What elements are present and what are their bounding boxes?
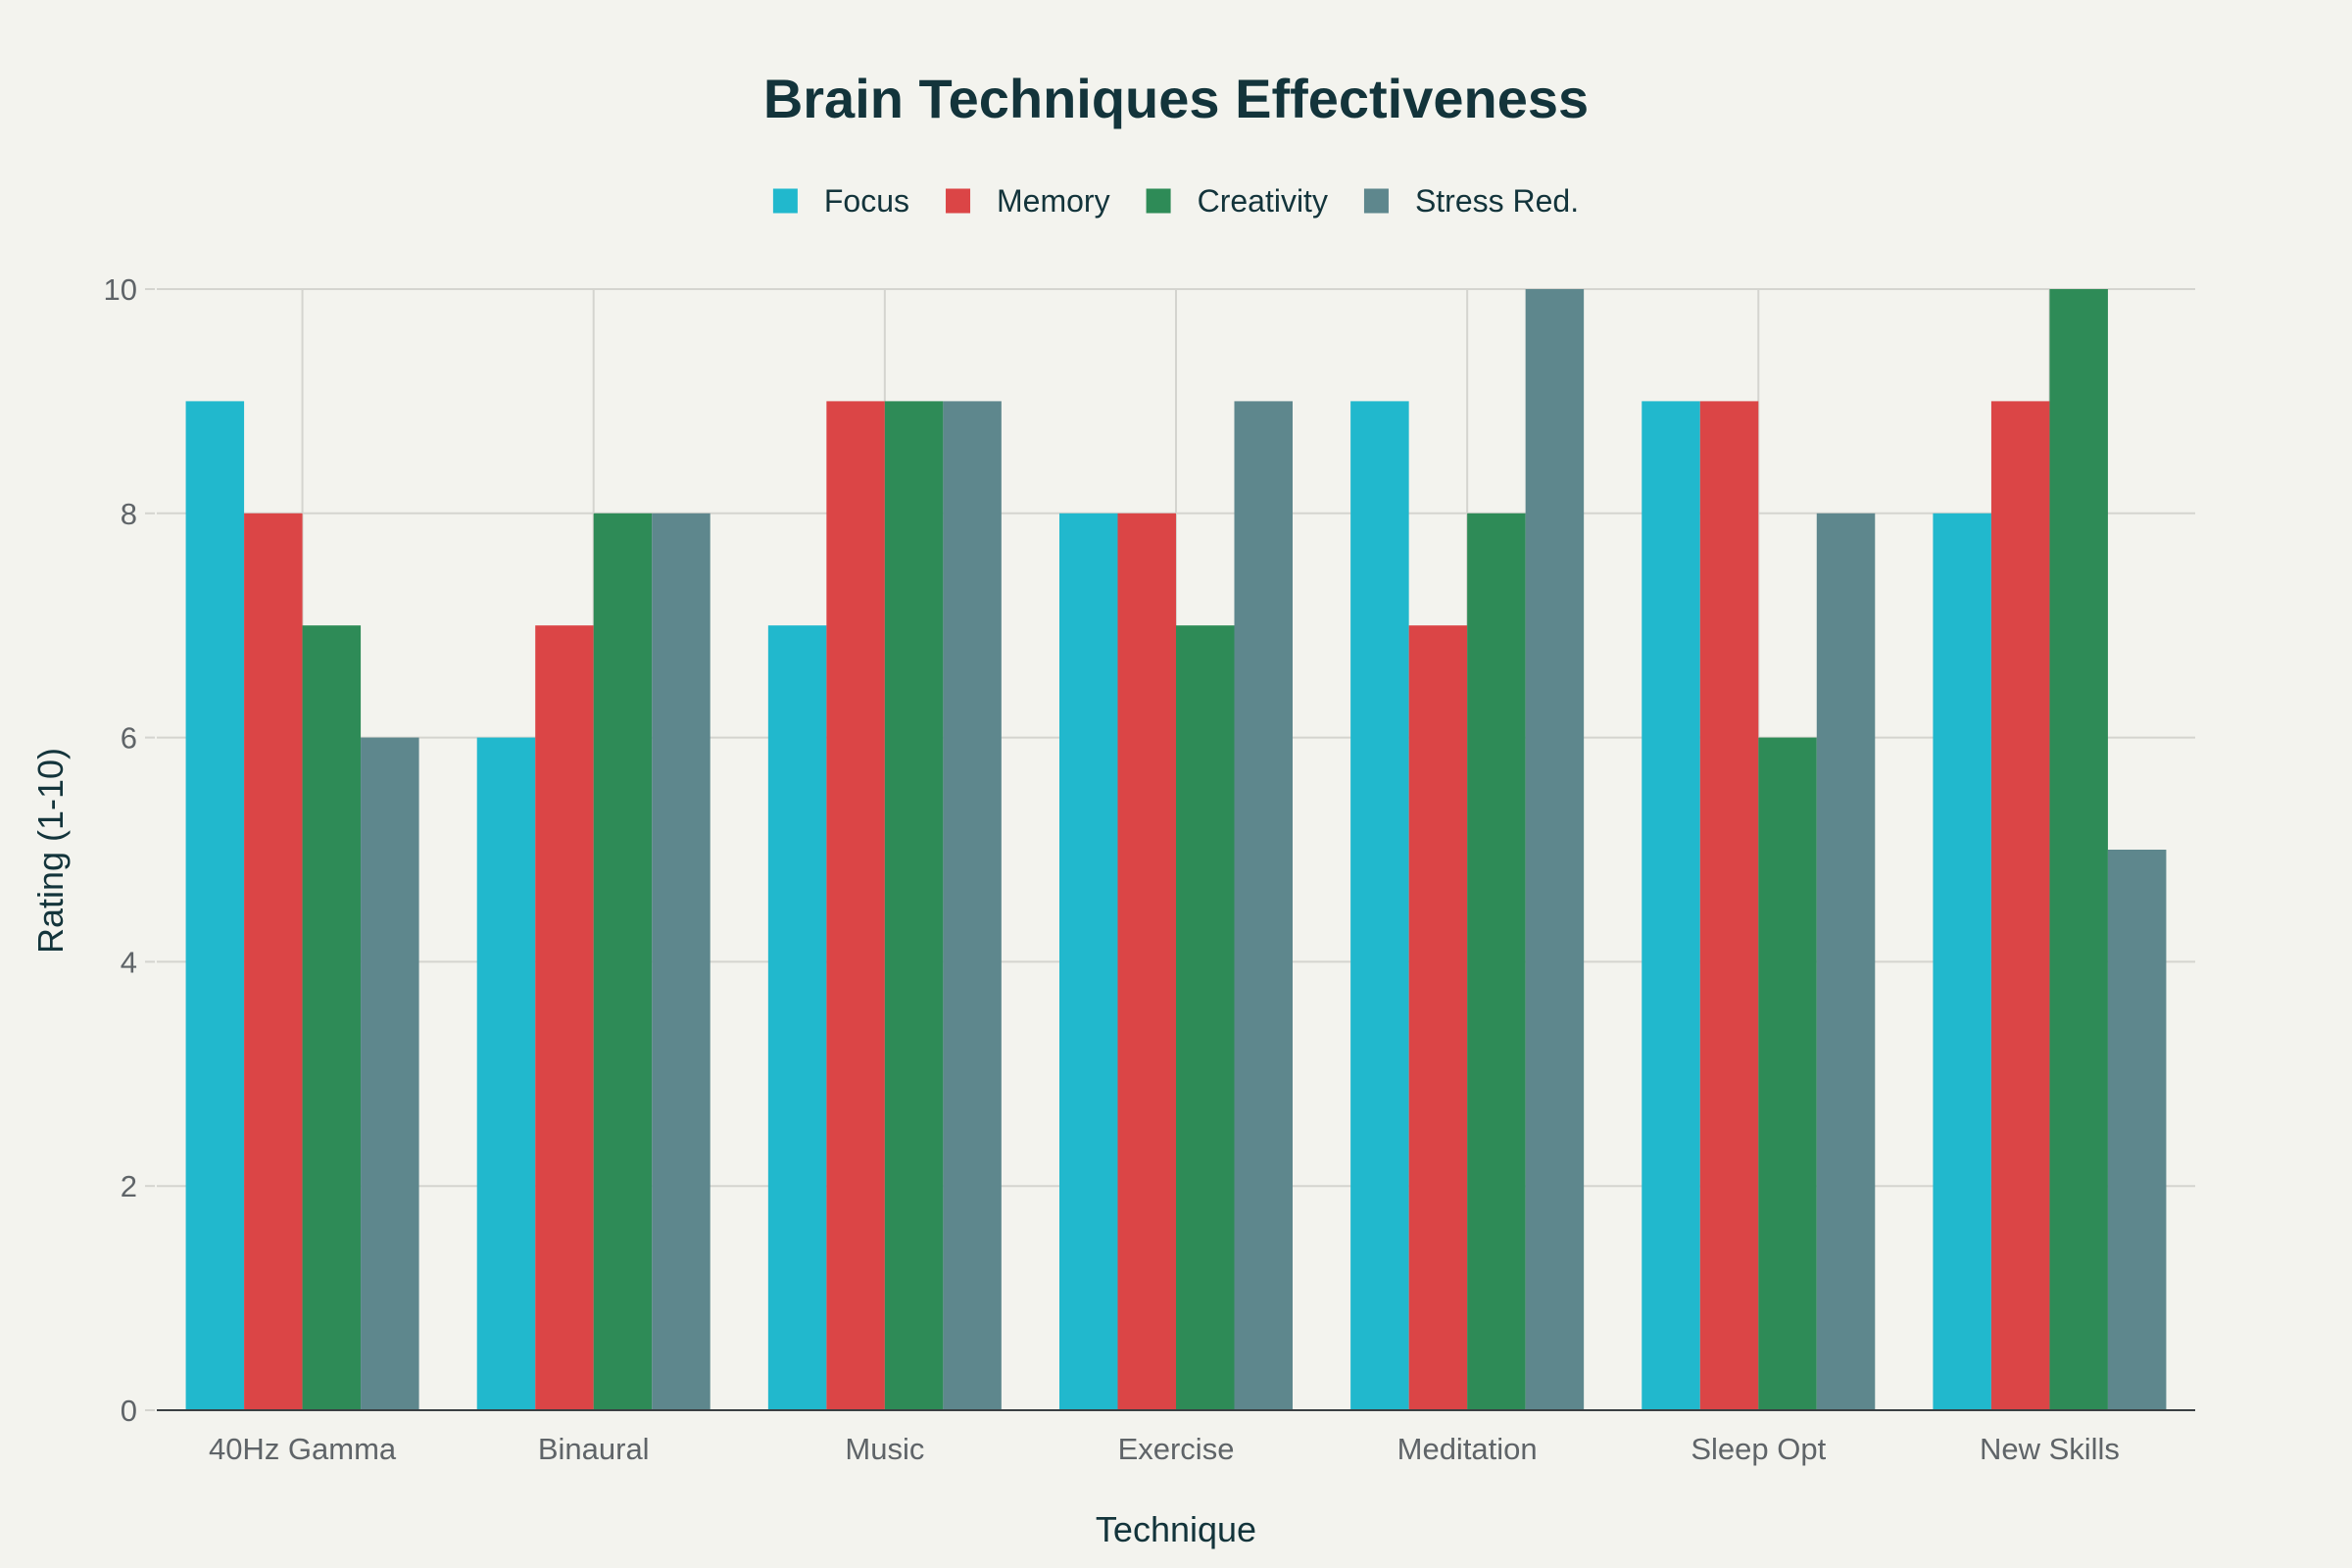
legend-item: Memory	[946, 183, 1110, 219]
bar	[652, 513, 710, 1410]
x-tick-label: Exercise	[1118, 1432, 1235, 1466]
bar	[1467, 513, 1526, 1410]
bar	[361, 737, 419, 1410]
bar	[1350, 401, 1409, 1410]
legend-label: Creativity	[1198, 183, 1328, 219]
x-tick-label: Sleep Opt	[1690, 1432, 1826, 1466]
y-tick-label: 8	[121, 497, 137, 531]
legend-swatch	[1363, 188, 1389, 214]
bar	[593, 513, 653, 1410]
legend-swatch	[772, 188, 798, 214]
legend-item: Focus	[772, 183, 909, 219]
bar	[1699, 401, 1759, 1410]
bar	[1176, 625, 1235, 1410]
x-tick-label: Music	[845, 1432, 924, 1466]
y-axis-ticks: 0 2 4 6 8 10	[104, 272, 155, 1428]
x-tick-label: 40Hz Gamma	[209, 1432, 397, 1466]
chart-title: Brain Techniques Effectiveness	[763, 68, 1589, 129]
bar	[1990, 401, 2050, 1410]
bar	[826, 401, 885, 1410]
x-axis-ticks: 40Hz Gamma Binaural Music Exercise Meditatio…	[209, 1432, 2120, 1466]
legend-item: Stress Red.	[1363, 183, 1579, 219]
bar	[244, 513, 303, 1410]
bar	[2107, 850, 2167, 1410]
bar	[2049, 289, 2108, 1410]
bar	[884, 401, 944, 1410]
bar	[185, 401, 245, 1410]
bar	[1059, 513, 1118, 1410]
bar	[1525, 289, 1585, 1410]
y-tick-label: 0	[121, 1394, 137, 1428]
x-tick-label: Meditation	[1397, 1432, 1538, 1466]
y-tick-label: 4	[121, 945, 137, 979]
bar	[767, 625, 827, 1410]
y-tick-label: 10	[104, 272, 137, 307]
legend-label: Stress Red.	[1415, 183, 1579, 219]
bar	[1117, 513, 1176, 1410]
x-tick-label: New Skills	[1980, 1432, 2120, 1466]
bar	[1408, 625, 1468, 1410]
x-axis-title: Technique	[1096, 1509, 1256, 1549]
legend-swatch	[946, 188, 971, 214]
bar	[1933, 513, 1991, 1410]
bar	[1758, 737, 1817, 1410]
x-tick-label: Binaural	[538, 1432, 650, 1466]
legend: Focus Memory Creativity Stress Red.	[772, 183, 1579, 219]
legend-swatch	[1146, 188, 1171, 214]
bar	[1642, 401, 1700, 1410]
bar	[302, 625, 362, 1410]
bar	[1816, 513, 1876, 1410]
legend-label: Focus	[824, 183, 909, 219]
bar	[535, 625, 594, 1410]
bar	[1234, 401, 1293, 1410]
bars	[185, 289, 2167, 1410]
legend-label: Memory	[997, 183, 1110, 219]
y-axis-title: Rating (1-10)	[30, 748, 71, 954]
y-tick-label: 6	[121, 721, 137, 756]
y-tick-label: 2	[121, 1169, 137, 1203]
bar	[476, 737, 536, 1410]
legend-item: Creativity	[1146, 183, 1328, 219]
bar	[943, 401, 1002, 1410]
